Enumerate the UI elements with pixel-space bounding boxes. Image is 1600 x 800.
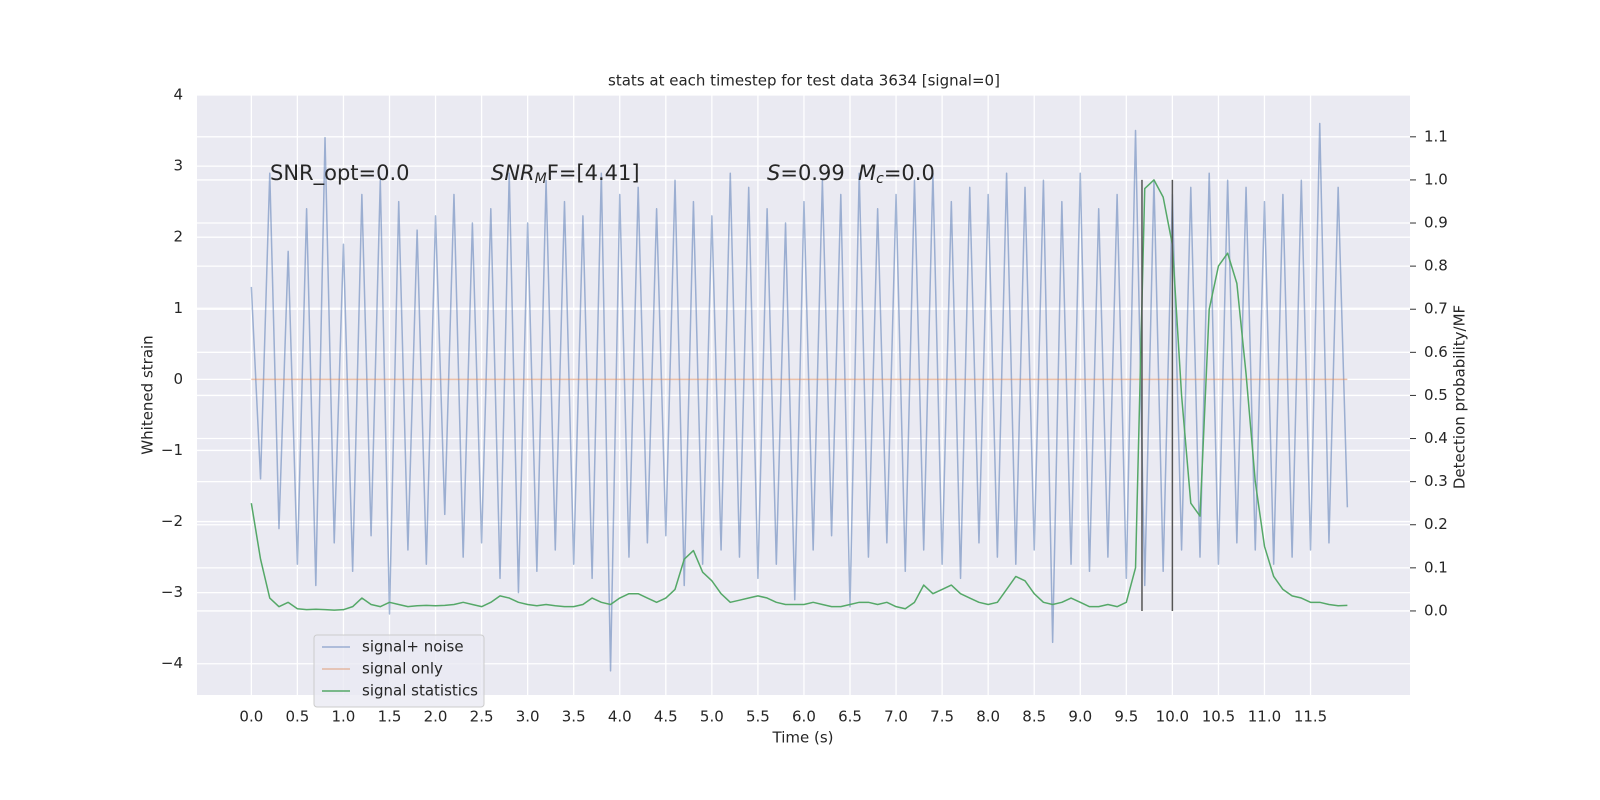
y-tick-label: 1: [173, 299, 183, 317]
annotation: Mc=0.0: [858, 161, 935, 187]
y2-tick-label: 0.5: [1424, 386, 1448, 404]
x-tick-label: 8.5: [1022, 708, 1046, 726]
y2-tick-label: 0.2: [1424, 515, 1448, 533]
legend-label: signal only: [362, 660, 443, 678]
y-tick-label: 2: [173, 228, 183, 246]
y-tick-label: 3: [173, 157, 183, 175]
chart-title: stats at each timestep for test data 363…: [608, 72, 1000, 90]
y2-tick-label: 0.3: [1424, 472, 1448, 490]
x-tick-label: 9.0: [1068, 708, 1092, 726]
x-tick-label: 10.0: [1156, 708, 1189, 726]
x-tick-label: 7.5: [930, 708, 954, 726]
x-tick-label: 4.0: [608, 708, 632, 726]
y-tick-label: −4: [161, 654, 183, 672]
y-tick-label: −3: [161, 583, 183, 601]
x-tick-label: 8.0: [976, 708, 1000, 726]
x-tick-label: 1.0: [332, 708, 356, 726]
x-tick-label: 3.0: [516, 708, 540, 726]
annotation-text: =0.99: [780, 161, 844, 185]
x-tick-label: 7.0: [884, 708, 908, 726]
annotation-text: SNR_opt=0.0: [270, 161, 410, 186]
x-tick-label: 5.0: [700, 708, 724, 726]
series-line: [250, 122, 1349, 672]
x-tick-label: 0.0: [239, 708, 263, 726]
annotation: SNRMF=[4.41]: [491, 161, 640, 187]
x-tick-label: 9.5: [1114, 708, 1138, 726]
annotation: S=0.99: [767, 161, 845, 185]
x-tick-label: 2.0: [424, 708, 448, 726]
y2-tick-label: 0.0: [1424, 601, 1448, 619]
y2-tick-label: 0.8: [1424, 257, 1448, 275]
legend-label: signal statistics: [362, 682, 478, 700]
x-tick-label: 11.0: [1248, 708, 1281, 726]
x-tick-label: 1.5: [378, 708, 402, 726]
x-tick-label: 6.0: [792, 708, 816, 726]
x-tick-label: 4.5: [654, 708, 678, 726]
annotation-text: SNR: [491, 161, 535, 185]
y2-axis-label: Detection probability/MF: [1451, 305, 1469, 489]
annotation-subscript: M: [535, 171, 547, 187]
y2-tick-label: 0.7: [1424, 300, 1448, 318]
x-tick-label: 10.5: [1202, 708, 1235, 726]
y2-tick-label: 0.1: [1424, 558, 1448, 576]
legend-box: [313, 634, 485, 708]
annotation-text: F=[4.41]: [547, 161, 640, 185]
x-tick-label: 6.5: [838, 708, 862, 726]
annotation: SNR_opt=0.0: [270, 161, 410, 186]
annotation-text: =0.0: [884, 161, 935, 185]
y-tick-label: −2: [161, 512, 183, 530]
annotation-subscript: c: [876, 171, 884, 187]
y2-tick-label: 0.9: [1424, 214, 1448, 232]
x-tick-label: 0.5: [285, 708, 309, 726]
x-tick-label: 2.5: [470, 708, 494, 726]
y2-tick-label: 1.0: [1424, 170, 1448, 188]
x-tick-label: 5.5: [746, 708, 770, 726]
y2-tick-label: 0.4: [1424, 429, 1448, 447]
y2-tick-label: 1.1: [1424, 127, 1448, 145]
y-tick-label: 4: [173, 86, 183, 104]
series-line: [250, 179, 1348, 611]
y-tick-label: 0: [173, 370, 183, 388]
legend: signal+ noise signal only signal statistic…: [313, 634, 485, 708]
x-axis-label: Time (s): [772, 729, 834, 747]
legend-label: signal+ noise: [362, 638, 464, 656]
y-tick-label: −1: [161, 441, 183, 459]
y-axis-label: Whitened strain: [139, 335, 157, 454]
x-tick-label: 11.5: [1294, 708, 1327, 726]
annotation-text: S: [767, 161, 780, 185]
y2-tick-label: 0.6: [1424, 343, 1448, 361]
annotation-text: M: [858, 161, 876, 185]
marks: [250, 122, 1349, 672]
x-tick-label: 3.5: [562, 708, 586, 726]
